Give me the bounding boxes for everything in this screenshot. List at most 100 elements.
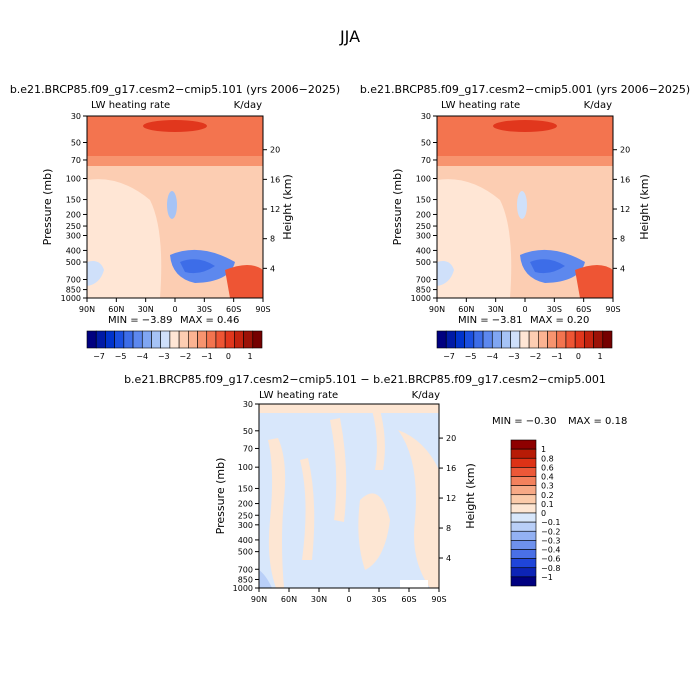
panel-1-field [87,116,263,298]
panel-2-units-label: K/day [584,100,612,111]
colorbar-label: −5 [115,352,127,361]
colorbar-label: 0.4 [541,473,554,482]
colorbar-swatch [141,330,152,349]
x-tick-label: 30S [371,595,386,604]
y-tick-label: 850 [416,286,431,295]
x-tick-label: 30N [488,305,504,314]
colorbar-label: −0.3 [541,536,560,545]
y-tick-label: 250 [66,222,81,231]
x-tick-label: 60N [108,305,124,314]
colorbar-swatch [455,330,465,349]
panel-3-positive-region [398,430,439,588]
colorbar-swatch [510,549,537,559]
colorbar-swatch [547,330,558,349]
colorbar-swatch [243,330,254,349]
colorbar-swatch [132,330,143,349]
x-tick-label: 60N [281,595,297,604]
panel-2-upper-band-edge [437,156,613,166]
panel-3-negative-corner [259,570,272,588]
y-tick-label: 100 [238,463,253,472]
y-tick-label: 850 [66,286,81,295]
panel-2-variable-label: LW heating rate [441,100,520,111]
colorbar-label: 0 [226,352,231,361]
colorbar-label: −7 [443,352,455,361]
colorbar-label: −3 [508,352,520,361]
y-tick-label: 1000 [411,294,431,303]
panel-1-max-label: MAX = 0.46 [180,315,239,326]
colorbar-swatch [510,476,537,486]
x-tick-label: 60S [401,595,416,604]
y2-tick-label: 16 [446,464,456,473]
panel-3-positive-streak [372,410,385,470]
x-tick-label: 90S [255,305,270,314]
panel-1-midlevel-region [87,179,162,298]
colorbar-swatch [169,330,180,349]
panel-1-y2-axis-label: Height (km) [281,174,294,240]
y-tick-label: 300 [416,232,431,241]
colorbar-label: 0 [541,509,546,518]
x-tick-label: 90N [79,305,95,314]
panel-1-max-region [143,120,207,132]
y-tick-label: 300 [66,232,81,241]
colorbar-swatch [574,330,585,349]
y-tick-label: 300 [238,521,253,530]
x-tick-label: 30N [311,595,327,604]
panel-1-upper-cool-spot [167,191,177,219]
y2-tick-label: 20 [270,146,280,155]
colorbar-swatch [445,330,456,349]
colorbar-label: −5 [465,352,477,361]
y2-tick-label: 12 [270,205,280,214]
y-tick-label: 70 [71,156,81,165]
colorbar-swatch [473,330,484,349]
y-tick-label: 150 [416,196,431,205]
y-tick-label: 500 [66,258,81,267]
colorbar-swatch [510,530,537,541]
x-tick-label: 60S [576,305,591,314]
colorbar-swatch [538,330,548,349]
colorbar-label: −3 [158,352,170,361]
colorbar-swatch [510,512,537,523]
colorbar-label: −4 [486,352,498,361]
colorbar-label: −0.2 [541,527,560,536]
x-tick-label: 0 [172,305,177,314]
y-tick-label: 700 [66,275,81,284]
colorbar-label: 0.1 [541,500,554,509]
colorbar-swatch [178,330,189,349]
colorbar-label: −0.1 [541,518,560,527]
x-tick-label: 90N [429,305,445,314]
colorbar-label: −0.4 [541,546,560,555]
season-title: JJA [339,27,360,46]
x-tick-label: 0 [346,595,351,604]
colorbar-swatch [224,330,235,349]
colorbar-swatch [510,558,537,569]
y-tick-label: 1000 [233,584,253,593]
panel-3-upper-positive-band [259,404,439,413]
y2-tick-label: 4 [620,264,625,273]
y-tick-label: 850 [238,575,253,584]
colorbar-swatch [510,521,537,532]
colorbar-swatch [510,467,537,477]
colorbar-swatch [234,330,244,349]
x-tick-label: 60N [458,305,474,314]
y-tick-label: 200 [66,210,81,219]
y2-tick-label: 20 [620,146,630,155]
axes-and-colorbars: 90N 60N 30N 0 30S 60S 90S305070100150200250300… [61,112,631,604]
y-tick-label: 500 [416,258,431,267]
colorbar-swatch [510,503,537,514]
colorbar-swatch [510,567,537,578]
panel-2-min-label: MIN = −3.81 [458,315,522,326]
colorbar-label: −0.6 [541,555,560,564]
x-tick-label: 0 [522,305,527,314]
panel-1-variable-label: LW heating rate [91,100,170,111]
x-tick-label: 30S [197,305,212,314]
colorbar-label: −1 [201,352,213,361]
colorbar-label: −1 [551,352,563,361]
panel-2-upper-cool-spot [517,191,527,219]
panel-3-min-label: MIN = −0.30 [492,416,556,427]
colorbar-swatch [188,330,198,349]
panel-2-y-axis-label: Pressure (mb) [391,169,404,246]
panel-3-max-label: MAX = 0.18 [568,416,627,427]
y-tick-label: 700 [238,565,253,574]
colorbar-swatch [252,330,263,349]
panel-3-positive-region [358,493,390,570]
